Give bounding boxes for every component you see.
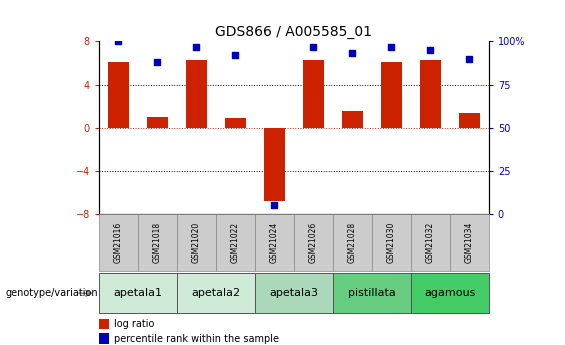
Text: apetala3: apetala3 <box>270 288 318 298</box>
Text: GSM21032: GSM21032 <box>426 222 434 263</box>
Bar <box>372 214 411 271</box>
Point <box>426 47 435 53</box>
Point <box>270 203 279 208</box>
Text: apetala2: apetala2 <box>192 288 240 298</box>
Bar <box>225 118 246 128</box>
Bar <box>381 62 402 128</box>
Bar <box>147 117 168 128</box>
Text: GSM21034: GSM21034 <box>465 222 473 263</box>
Bar <box>177 273 255 313</box>
Point <box>114 39 123 44</box>
Bar <box>255 214 294 271</box>
Bar <box>333 214 372 271</box>
Text: agamous: agamous <box>424 288 475 298</box>
Bar <box>255 273 333 313</box>
Text: pistillata: pistillata <box>348 288 396 298</box>
Text: GSM21030: GSM21030 <box>387 222 396 263</box>
Point <box>348 51 357 56</box>
Bar <box>459 112 480 128</box>
Bar <box>450 214 489 271</box>
Bar <box>216 214 255 271</box>
Text: genotype/variation: genotype/variation <box>6 288 98 298</box>
Bar <box>294 214 333 271</box>
Bar <box>303 60 324 128</box>
Bar <box>264 128 285 201</box>
Point <box>231 52 240 58</box>
Bar <box>186 60 207 128</box>
Point <box>308 44 318 49</box>
Bar <box>99 319 108 329</box>
Bar <box>99 273 177 313</box>
Text: GSM21022: GSM21022 <box>231 222 240 263</box>
Text: log ratio: log ratio <box>115 319 155 329</box>
Bar <box>333 273 411 313</box>
Text: apetala1: apetala1 <box>114 288 162 298</box>
Text: GSM21028: GSM21028 <box>348 222 357 263</box>
Bar <box>138 214 177 271</box>
Text: GSM21026: GSM21026 <box>309 222 318 263</box>
Title: GDS866 / A005585_01: GDS866 / A005585_01 <box>215 25 372 39</box>
Text: percentile rank within the sample: percentile rank within the sample <box>115 334 280 344</box>
Text: GSM21016: GSM21016 <box>114 222 123 263</box>
Bar <box>411 214 450 271</box>
Text: GSM21018: GSM21018 <box>153 222 162 263</box>
Bar <box>342 111 363 128</box>
Bar <box>411 273 489 313</box>
Bar <box>177 214 216 271</box>
Point <box>387 44 396 49</box>
Text: GSM21024: GSM21024 <box>270 222 279 263</box>
Bar <box>108 62 129 128</box>
Bar <box>420 60 441 128</box>
Point <box>153 59 162 65</box>
Point <box>465 56 474 61</box>
Bar <box>99 214 138 271</box>
Text: GSM21020: GSM21020 <box>192 222 201 263</box>
Bar <box>99 333 108 344</box>
Point <box>192 44 201 49</box>
